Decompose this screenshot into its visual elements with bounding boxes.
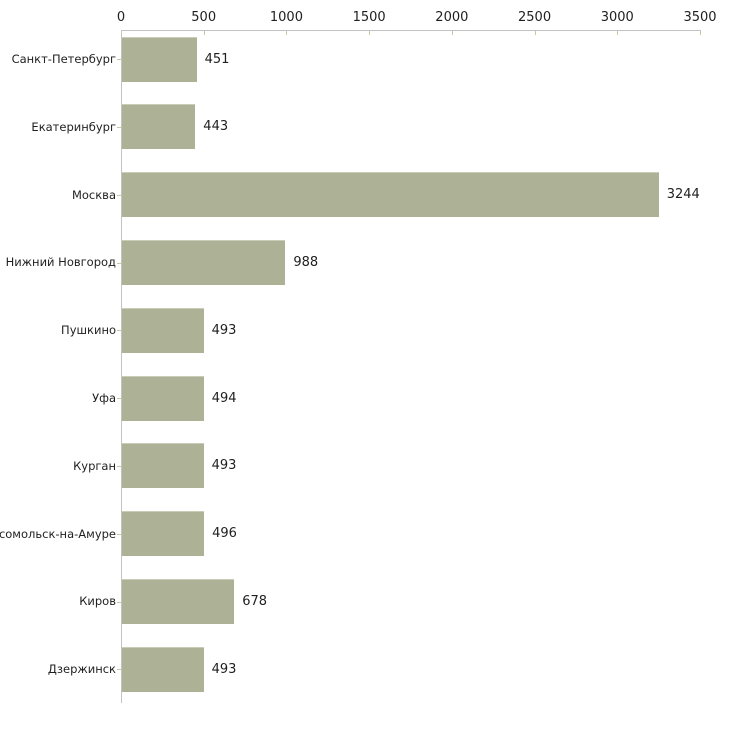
category-row: Санкт-Петербург (0, 25, 116, 93)
x-tick-mark (121, 31, 122, 35)
bar-value-label: 493 (211, 661, 237, 677)
x-tick-label: 500 (191, 10, 217, 25)
bar (122, 511, 205, 557)
bar (122, 375, 204, 421)
bar-value-label: 443 (203, 119, 229, 135)
x-tick-label: 3500 (683, 10, 717, 25)
bar-row: 496 (122, 500, 237, 568)
category-label: Уфа (92, 391, 116, 406)
y-axis-line (121, 30, 122, 703)
x-tick-mark (617, 31, 619, 35)
category-row: Москва (0, 161, 116, 229)
bar (122, 443, 204, 489)
x-tick-mark (286, 31, 288, 35)
bar-value-label: 496 (212, 526, 237, 542)
category-row: Киров (0, 568, 116, 636)
category-row: Пушкино (0, 296, 116, 364)
category-row: Нижний Новгород (0, 229, 116, 297)
category-label: Киров (79, 594, 116, 609)
category-row: мсомольск-на-Амуре (0, 500, 116, 568)
bar (122, 307, 204, 353)
category-label: Дзержинск (47, 662, 116, 677)
category-row: Курган (0, 432, 116, 500)
x-tick-mark (369, 31, 371, 35)
bar-value-label: 494 (211, 390, 237, 406)
x-tick-mark (700, 31, 701, 35)
x-tick-label: 1000 (269, 10, 303, 25)
category-tick-mark (117, 398, 121, 400)
bar-row: 493 (122, 432, 236, 500)
category-tick-mark (117, 59, 121, 61)
bar (122, 239, 286, 285)
bar-row: 3244 (122, 161, 700, 229)
category-row: Екатеринбург (0, 93, 116, 161)
bar (122, 172, 659, 218)
bar-value-label: 678 (242, 593, 268, 609)
bar-row: 494 (122, 364, 237, 432)
bar-row: 451 (122, 25, 229, 93)
x-tick-mark (534, 31, 536, 35)
x-tick-label: 2500 (518, 10, 552, 25)
category-tick-mark (117, 126, 121, 128)
x-tick-label: 3000 (600, 10, 634, 25)
x-tick-label: 2000 (435, 10, 469, 25)
bar-value-label: 451 (204, 51, 230, 67)
bar-row: 493 (122, 296, 236, 364)
category-row: Дзержинск (0, 635, 116, 703)
bar (122, 646, 204, 692)
bar (122, 36, 197, 82)
bar-value-label: 493 (211, 458, 237, 474)
category-label: Нижний Новгород (5, 255, 116, 270)
bar-value-label: 988 (293, 254, 319, 270)
category-label: Москва (71, 187, 116, 202)
x-axis-line (121, 30, 701, 31)
category-tick-mark (117, 465, 121, 467)
category-tick-mark (117, 330, 121, 332)
category-label: Пушкино (61, 323, 116, 338)
category-label: мсомольск-на-Амуре (0, 526, 116, 541)
bar-row: 678 (122, 568, 267, 636)
category-row: Уфа (0, 364, 116, 432)
bar-value-label: 3244 (666, 187, 700, 203)
category-tick-mark (117, 194, 121, 196)
x-tick-mark (451, 31, 453, 35)
category-label: Санкт-Петербург (11, 52, 116, 67)
category-label: Курган (73, 458, 116, 473)
bar-row: 988 (122, 229, 318, 297)
bar-row: 493 (122, 635, 236, 703)
category-tick-mark (117, 669, 121, 671)
x-tick-mark (203, 31, 205, 35)
category-tick-mark (117, 262, 121, 264)
bar-row: 443 (122, 93, 228, 161)
category-label: Екатеринбург (31, 119, 116, 134)
bar (122, 104, 196, 150)
x-tick-label: 1500 (352, 10, 386, 25)
bar (122, 578, 235, 624)
category-tick-mark (117, 601, 121, 603)
bar-value-label: 493 (211, 322, 237, 338)
x-tick-label: 0 (116, 10, 126, 25)
category-tick-mark (117, 533, 121, 535)
